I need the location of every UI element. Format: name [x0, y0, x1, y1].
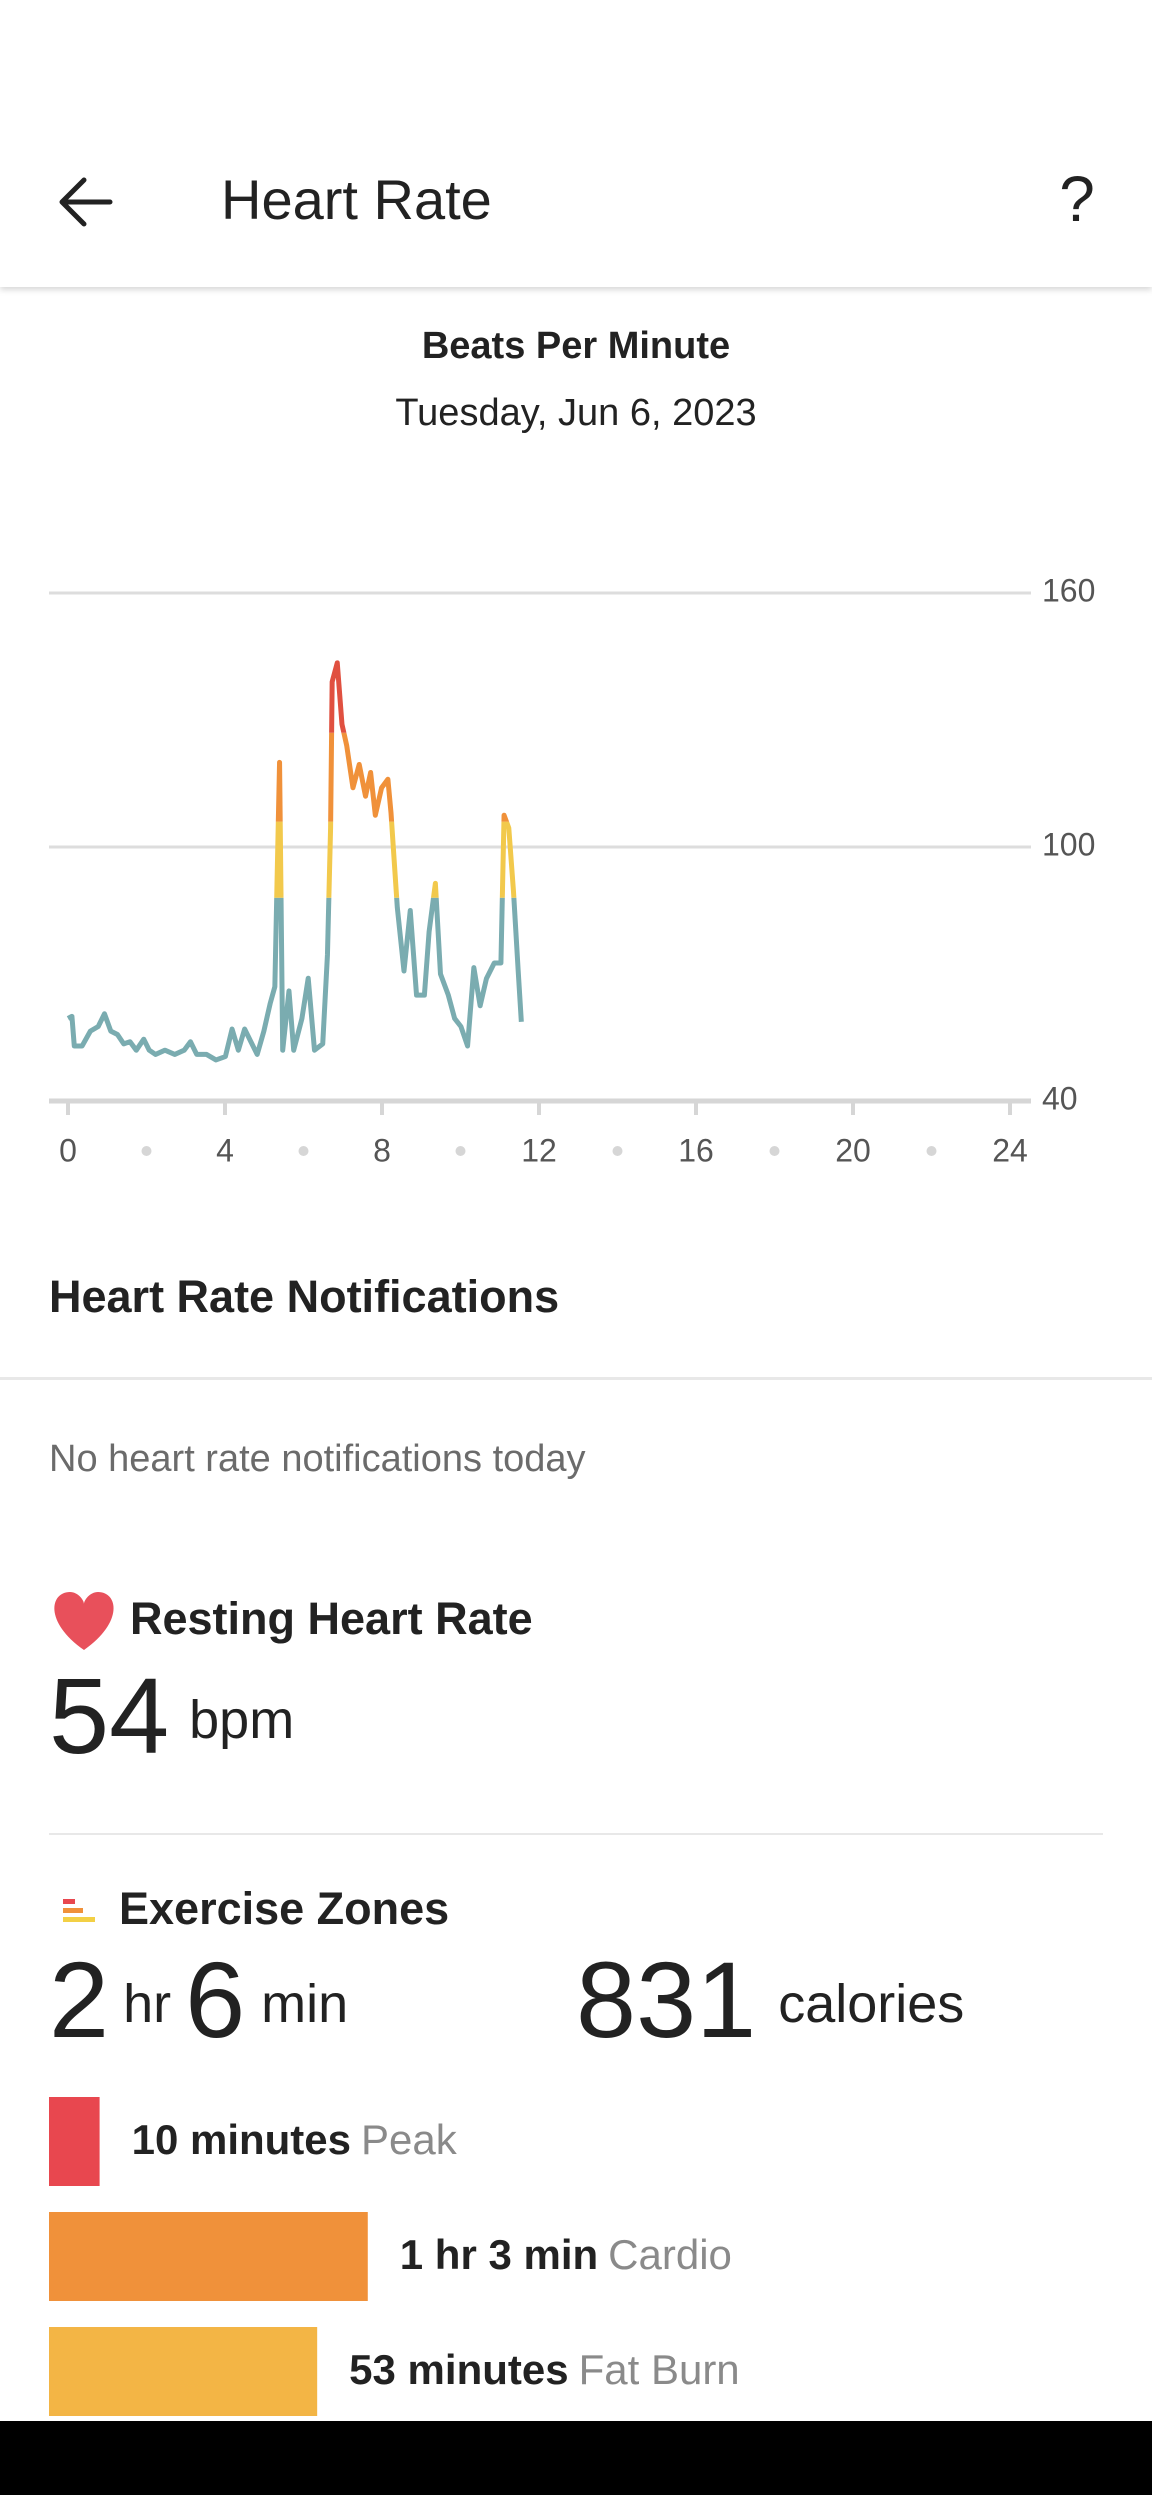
zone-label: 10 minutes Peak — [132, 2116, 458, 2163]
page-title: Heart Rate — [221, 168, 492, 231]
app-bar — [0, 0, 1152, 287]
zone-name: Fat Burn — [579, 2346, 740, 2393]
zone-label: 1 hr 3 min Cardio — [400, 2231, 732, 2278]
zone-duration: 1 hr 3 min — [400, 2231, 598, 2278]
minor-dot — [769, 1146, 780, 1156]
heart-rate-line — [329, 660, 347, 733]
unit: hr — [123, 1974, 171, 2034]
unit: min — [261, 1974, 348, 2034]
zone-icon — [63, 1917, 95, 1922]
minor-dot — [455, 1146, 466, 1156]
value: 54 — [49, 1655, 169, 1776]
x-tick-label: 8 — [373, 1132, 391, 1168]
zone-name: Cardio — [608, 2231, 732, 2278]
zone-name: Peak — [361, 2116, 458, 2163]
back-button[interactable] — [59, 177, 113, 227]
zone-bar — [49, 2097, 100, 2186]
x-tick-label: 20 — [835, 1132, 871, 1168]
divider — [0, 1377, 1152, 1380]
zone-duration: 10 minutes — [132, 2116, 351, 2163]
zone-bar — [49, 2212, 368, 2301]
x-tick-label: 12 — [521, 1132, 557, 1168]
zone-label: 53 minutes Fat Burn — [349, 2346, 740, 2393]
unit: calories — [778, 1974, 964, 2034]
x-tick-label: 24 — [992, 1132, 1028, 1168]
notification-message: No heart rate notifications today — [49, 1438, 586, 1480]
x-tick-label: 16 — [678, 1132, 714, 1168]
help-button[interactable]: ? — [1059, 163, 1095, 235]
y-tick-label: 160 — [1042, 572, 1095, 608]
minor-dot — [612, 1146, 623, 1156]
section-title: Exercise Zones — [119, 1883, 449, 1934]
zone-icon — [63, 1908, 83, 1913]
heart-rate-line — [274, 821, 517, 898]
chart-title: Beats Per Minute — [422, 325, 730, 367]
nav-bar — [0, 2421, 1152, 2495]
heart-rate-line — [275, 732, 510, 822]
zone-calories: 831 calories — [576, 1939, 964, 2060]
y-tick-label: 100 — [1042, 826, 1095, 862]
chart-subtitle: Tuesday, Jun 6, 2023 — [395, 392, 756, 434]
heart-rate-line — [66, 897, 524, 1063]
zone-duration: 2 hr 6 min — [49, 1939, 348, 2060]
unit: bpm — [189, 1690, 294, 1750]
heart-icon — [54, 1592, 114, 1650]
zone-list: 10 minutes Peak 1 hr 3 min Cardio 53 minutes… — [49, 2097, 740, 2416]
hours: 2 — [49, 1939, 109, 2060]
calories: 831 — [576, 1939, 756, 2060]
minor-dot — [298, 1146, 309, 1156]
resting-value: 54 bpm — [49, 1655, 294, 1776]
zone-icon — [63, 1899, 75, 1904]
zone-bar — [49, 2327, 318, 2416]
divider — [49, 1833, 1103, 1835]
section-title: Heart Rate Notifications — [49, 1271, 559, 1322]
section-title: Resting Heart Rate — [130, 1593, 533, 1644]
chart: 40 100 160 0 4 8 12 16 20 24 — [49, 572, 1095, 1168]
x-tick-label: 0 — [59, 1132, 77, 1168]
zone-duration: 53 minutes — [349, 2346, 568, 2393]
x-tick-label: 4 — [216, 1132, 234, 1168]
minor-dot — [141, 1146, 152, 1156]
minor-dot — [926, 1146, 937, 1156]
minutes: 6 — [185, 1939, 245, 2060]
y-tick-label: 40 — [1042, 1080, 1078, 1116]
